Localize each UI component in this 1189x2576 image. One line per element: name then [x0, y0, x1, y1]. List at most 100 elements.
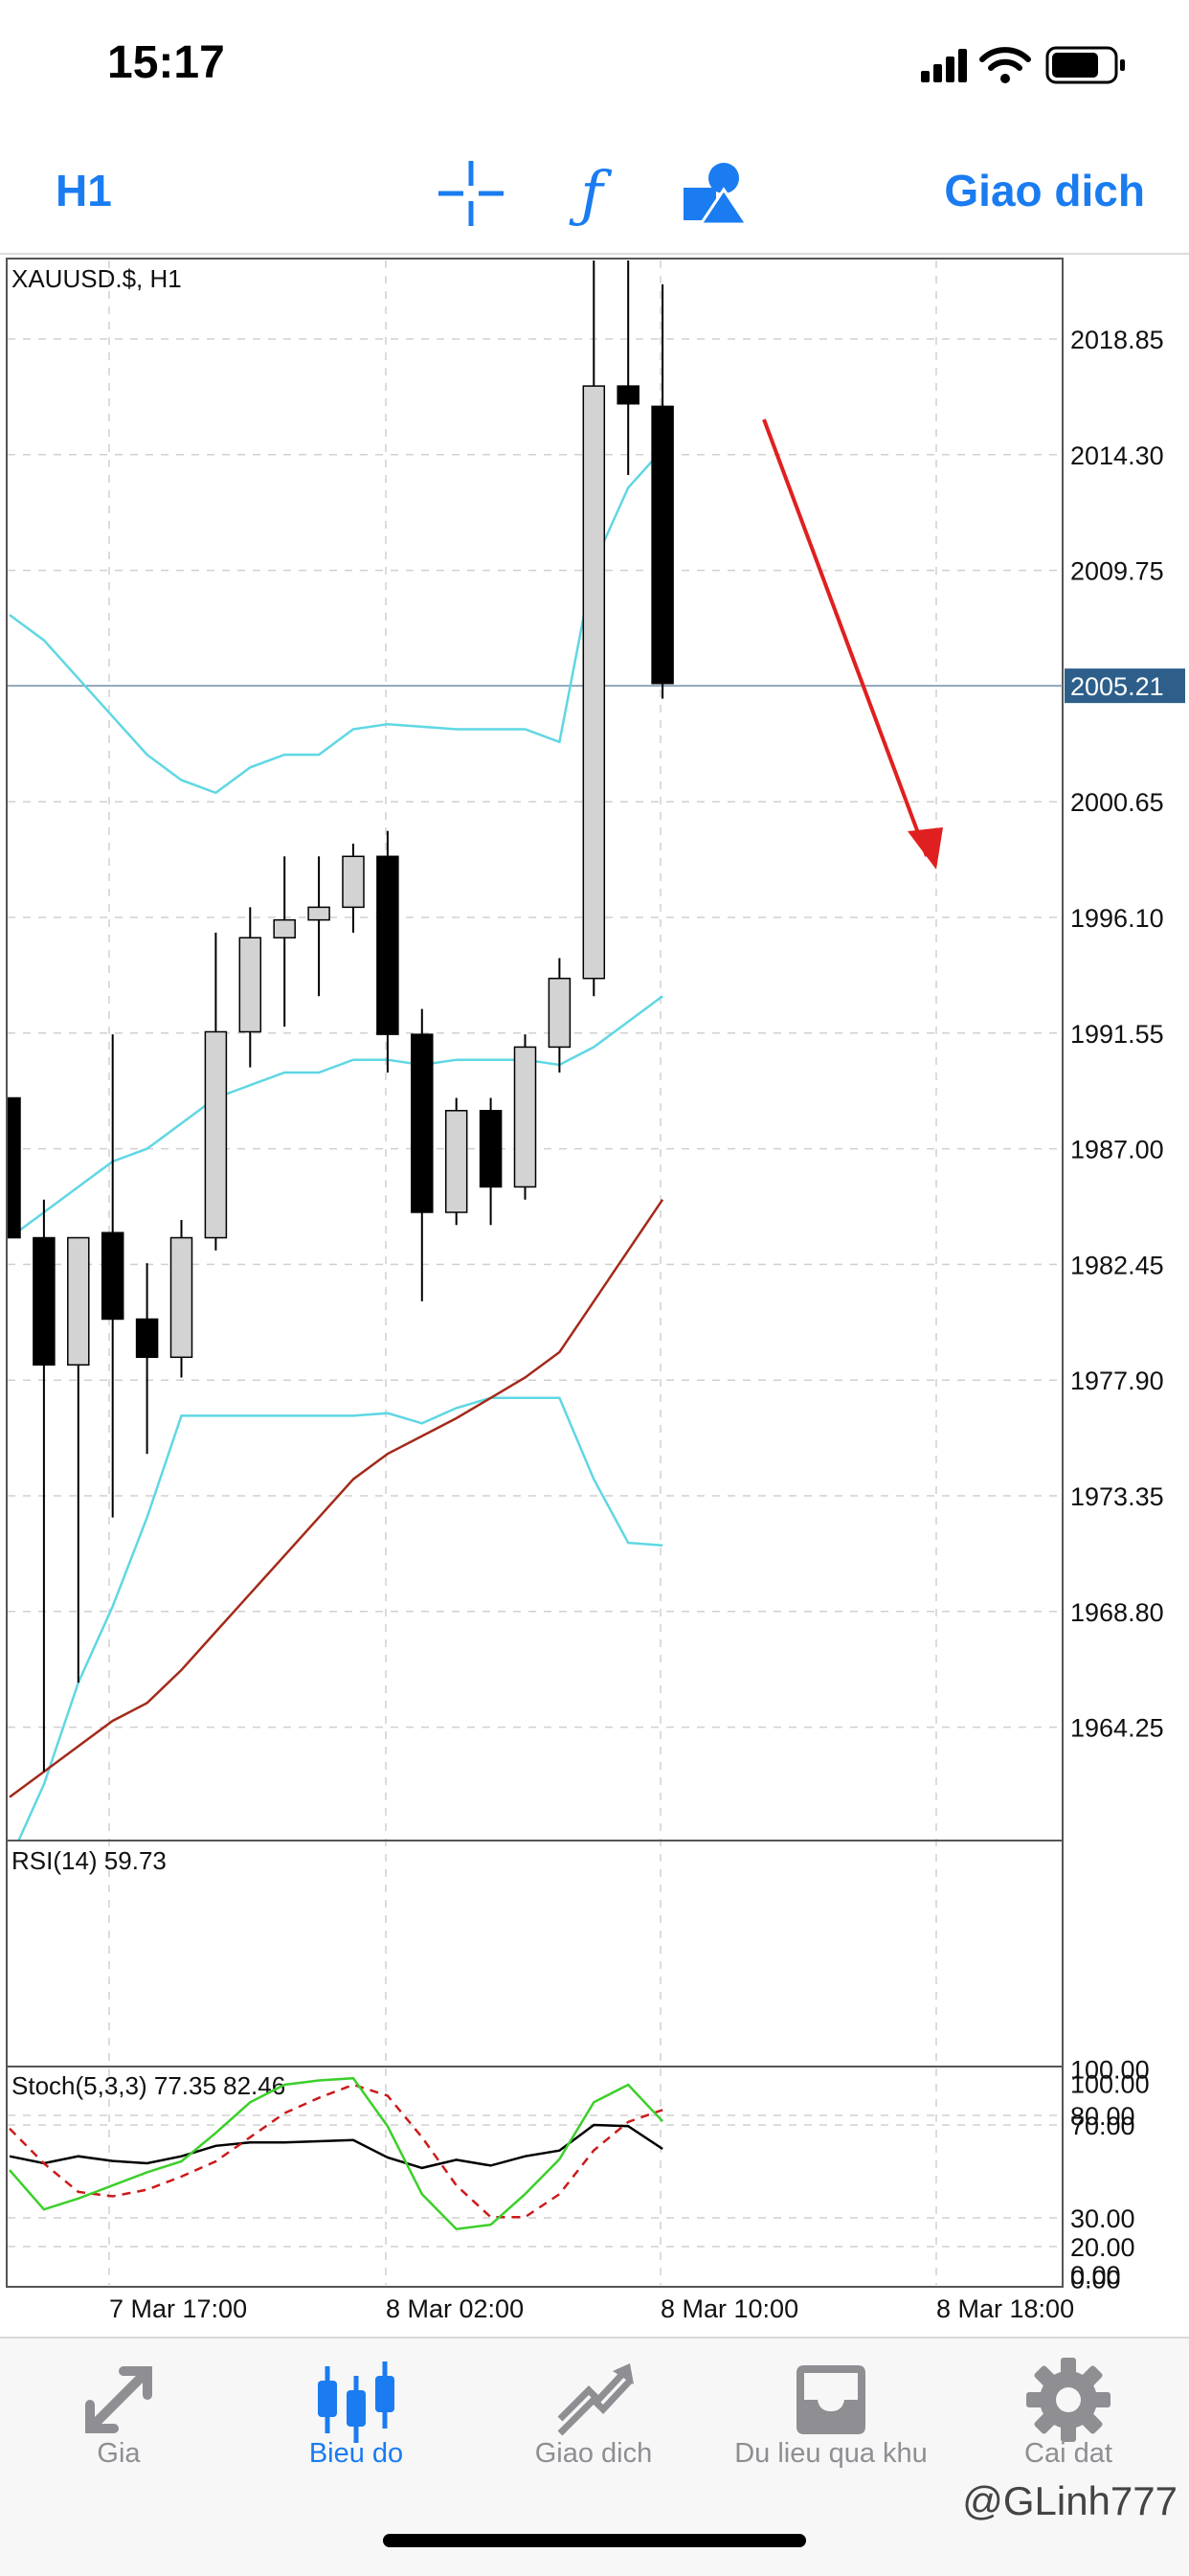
price-tick-label: 1991.55 [1070, 1020, 1164, 1049]
price-tick-label: 1987.00 [1070, 1136, 1164, 1164]
status-icons [921, 46, 1125, 84]
candle-body [651, 405, 674, 685]
rsi-tick-label: 100.00 [1070, 2055, 1150, 2084]
indicators-icon[interactable]: ƒ [553, 155, 630, 232]
rsi-tick-label: 0.00 [1070, 2261, 1121, 2290]
price-tick-label: 2018.85 [1070, 326, 1164, 354]
tab-bar: Gia Bieu do Giao dich Du lieu qua khu [0, 2337, 1189, 2576]
tab-trade[interactable]: Giao dich [475, 2339, 712, 2530]
rsi-tick-label: 70.00 [1070, 2112, 1135, 2140]
candle-body [582, 385, 606, 980]
price-tick-label: 2014.30 [1070, 441, 1164, 470]
candle [617, 260, 639, 476]
candle [582, 260, 606, 997]
candle [444, 1097, 468, 1226]
price-tick-label: 1973.35 [1070, 1482, 1164, 1511]
crosshair-icon[interactable] [433, 155, 509, 232]
tab-label: Giao dich [534, 2438, 653, 2469]
candle [135, 1263, 159, 1455]
history-tray-icon [796, 2365, 865, 2434]
time-tick-label: 8 Mar 18:00 [936, 2294, 1074, 2323]
stoch-signal-line [9, 2083, 663, 2219]
tab-label: Cai dat [1024, 2438, 1112, 2469]
chart-title: XAUUSD.$, H1 [11, 264, 182, 293]
gear-icon [1026, 2358, 1110, 2442]
bollinger-upper-line [9, 448, 664, 795]
objects-icon[interactable] [678, 155, 754, 232]
time-tick-label: 8 Mar 02:00 [386, 2294, 524, 2323]
price-chart[interactable]: 2018.85 2014.30 2009.75 2000.65 1996.10 1991.… [0, 253, 1189, 2337]
home-indicator [383, 2534, 806, 2547]
rsi-line [9, 2123, 663, 2170]
time-tick-label: 8 Mar 10:00 [661, 2294, 798, 2323]
bollinger-middle-line [9, 995, 663, 1239]
tab-label: Bieu do [308, 2438, 404, 2469]
candle [479, 1097, 503, 1226]
annotation-arrow [762, 418, 943, 870]
candle [169, 1219, 193, 1378]
candle [411, 1008, 434, 1301]
svg-text:ƒ: ƒ [569, 159, 613, 230]
candle [238, 907, 262, 1068]
candle-body [479, 1110, 503, 1188]
chart-frame [6, 258, 1064, 2288]
candle-body [513, 1046, 537, 1188]
candle [513, 1034, 537, 1200]
stoch-main-line [9, 2076, 664, 2231]
candle-body [617, 385, 639, 405]
candles-icon [318, 2361, 394, 2443]
candle [273, 856, 296, 1028]
wifi-icon [979, 47, 1031, 83]
chart-toolbar: H1 ƒ Giao dich [0, 134, 1189, 255]
trade-chart-icon [557, 2363, 634, 2436]
candle [204, 932, 228, 1251]
candle [342, 844, 365, 933]
stoch-tick-label: 0.00 [1070, 2266, 1121, 2294]
tab-history[interactable]: Du lieu qua khu [712, 2339, 950, 2530]
candle [651, 283, 674, 699]
price-tick-label: 1982.45 [1070, 1251, 1164, 1279]
price-tick-label: 1996.10 [1070, 904, 1164, 933]
rsi-tick-label: 30.00 [1070, 2204, 1135, 2233]
x-axis: 7 Mar 17:00 8 Mar 02:00 8 Mar 10:00 8 Mar 1… [109, 2294, 1074, 2323]
main-series [8, 260, 674, 1840]
candle [307, 856, 330, 997]
main-pane: 2018.85 2014.30 2009.75 2000.65 1996.10 1991.… [8, 260, 1185, 1840]
stoch-tick-label: 20.00 [1070, 2233, 1135, 2262]
stoch-tick-label: 100.00 [1070, 2069, 1150, 2098]
signal-icon [921, 49, 967, 82]
price-tick-label: 1968.80 [1070, 1598, 1164, 1627]
candle-body [204, 1030, 228, 1239]
tab-label: Du lieu qua khu [734, 2438, 928, 2469]
price-tick-label: 2009.75 [1070, 557, 1164, 586]
chart-grid [8, 260, 1063, 2285]
candle-body [67, 1236, 90, 1367]
arrows-icon [85, 2366, 152, 2433]
candle-body [33, 1236, 56, 1367]
current-price-label: 2005.21 [1070, 672, 1164, 701]
candle-body [376, 855, 399, 1035]
candle-body [101, 1232, 124, 1321]
price-tick-label: 1964.25 [1070, 1714, 1164, 1743]
bollinger-lower-line [17, 1396, 663, 1840]
candle [33, 1199, 56, 1773]
status-time: 15:17 [107, 37, 225, 88]
price-tick-label: 2000.65 [1070, 788, 1164, 817]
watermark: @GLinh777 [962, 2478, 1178, 2523]
candle-body [169, 1236, 193, 1359]
moving-average-line [9, 1198, 664, 1798]
tab-settings[interactable]: Cai dat [950, 2339, 1187, 2530]
rsi-title: RSI(14) 59.73 [11, 1846, 167, 1875]
time-tick-label: 7 Mar 17:00 [109, 2294, 247, 2323]
candle [548, 958, 572, 1073]
trade-button[interactable]: Giao dich [944, 166, 1145, 215]
tab-chart[interactable]: Bieu do [237, 2339, 475, 2530]
current-price-badge [1065, 668, 1185, 704]
candle [67, 1236, 90, 1683]
candle-body [238, 937, 262, 1033]
tab-quotes[interactable]: Gia [0, 2339, 237, 2530]
stoch-tick-label: 80.00 [1070, 2102, 1135, 2131]
timeframe-button[interactable]: H1 [56, 166, 112, 215]
battery-icon [1045, 46, 1125, 84]
